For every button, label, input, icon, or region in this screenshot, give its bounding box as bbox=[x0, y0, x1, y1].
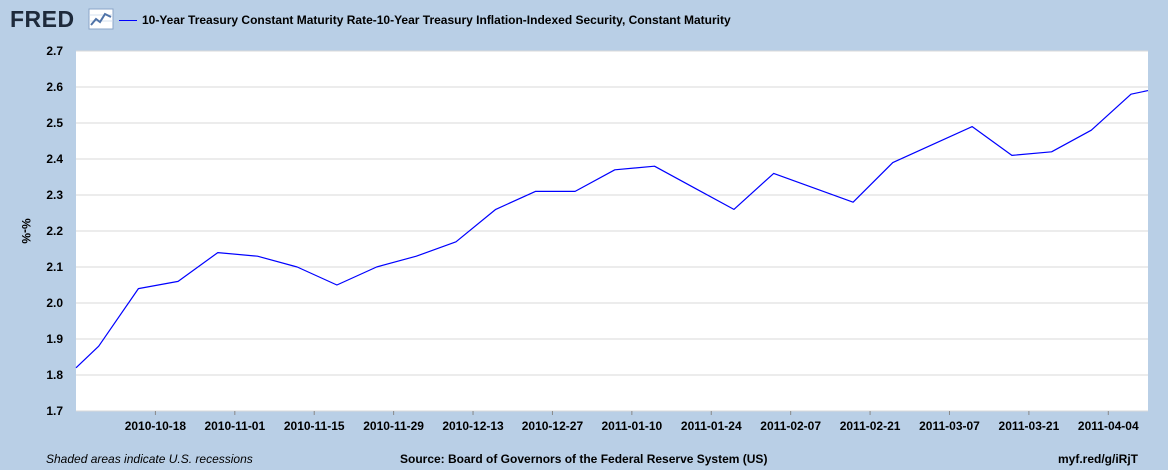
y-tick-label: 1.8 bbox=[46, 368, 63, 382]
data-point[interactable] bbox=[1128, 92, 1133, 97]
data-point[interactable] bbox=[652, 164, 657, 169]
x-tick-label: 2010-10-18 bbox=[125, 419, 187, 433]
y-tick-label: 2.4 bbox=[46, 152, 63, 166]
y-tick-label: 1.7 bbox=[46, 404, 63, 418]
data-point[interactable] bbox=[573, 189, 578, 194]
data-point[interactable] bbox=[930, 142, 935, 147]
line-chart-icon bbox=[88, 8, 114, 30]
x-tick-label: 2010-11-01 bbox=[204, 419, 265, 433]
x-tick-label: 2011-04-04 bbox=[1078, 419, 1139, 433]
data-point[interactable] bbox=[215, 250, 220, 255]
data-point[interactable] bbox=[374, 265, 379, 270]
data-point[interactable] bbox=[454, 239, 459, 244]
data-point[interactable] bbox=[533, 189, 538, 194]
y-tick-label: 2.6 bbox=[46, 80, 63, 94]
y-tick-label: 2.5 bbox=[46, 116, 63, 130]
recession-note: Shaded areas indicate U.S. recessions bbox=[46, 452, 253, 466]
x-axis-ticks: 2010-10-18 2010-11-01 2010-11-15 2010-11-29… bbox=[125, 411, 1139, 433]
data-point[interactable] bbox=[1146, 88, 1151, 93]
data-point[interactable] bbox=[136, 286, 141, 291]
data-point[interactable] bbox=[1009, 153, 1014, 158]
gridlines bbox=[76, 50, 1148, 412]
data-point[interactable] bbox=[334, 283, 339, 288]
y-tick-label: 2.1 bbox=[46, 260, 63, 274]
data-point[interactable] bbox=[74, 365, 79, 370]
data-point[interactable] bbox=[811, 185, 816, 190]
x-tick-label: 2011-02-07 bbox=[760, 419, 821, 433]
data-point[interactable] bbox=[851, 200, 856, 205]
data-point[interactable] bbox=[692, 185, 697, 190]
y-axis-label: %-% bbox=[19, 218, 33, 244]
fred-logo[interactable]: FRED bbox=[10, 6, 75, 32]
data-point[interactable] bbox=[731, 207, 736, 212]
x-tick-label: 2011-03-21 bbox=[999, 419, 1060, 433]
data-point[interactable] bbox=[771, 171, 776, 176]
y-tick-label: 2.0 bbox=[46, 296, 63, 310]
data-point[interactable] bbox=[1089, 128, 1094, 133]
data-point[interactable] bbox=[493, 207, 498, 212]
data-point[interactable] bbox=[970, 124, 975, 129]
data-point[interactable] bbox=[1049, 149, 1054, 154]
legend-swatch bbox=[119, 19, 137, 21]
y-tick-label: 2.7 bbox=[46, 44, 63, 58]
series-line[interactable] bbox=[75, 90, 1149, 369]
x-tick-label: 2010-11-29 bbox=[363, 419, 424, 433]
x-tick-label: 2010-12-13 bbox=[442, 419, 504, 433]
data-point[interactable] bbox=[295, 265, 300, 270]
x-tick-label: 2011-01-24 bbox=[681, 419, 742, 433]
y-tick-label: 2.3 bbox=[46, 188, 63, 202]
data-point[interactable] bbox=[96, 344, 101, 349]
y-tick-label: 2.2 bbox=[46, 224, 63, 238]
x-tick-label: 2011-01-10 bbox=[601, 419, 662, 433]
data-point[interactable] bbox=[176, 279, 181, 284]
y-axis-ticks: 1.7 1.8 1.9 2.0 2.1 2.2 2.3 2.4 2.5 2.6 2.7 bbox=[46, 44, 63, 418]
x-tick-label: 2010-12-27 bbox=[522, 419, 584, 433]
source-note: Source: Board of Governors of the Federa… bbox=[400, 452, 768, 466]
x-tick-label: 2011-03-07 bbox=[919, 419, 980, 433]
data-point[interactable] bbox=[414, 254, 419, 259]
data-point[interactable] bbox=[255, 254, 260, 259]
y-tick-label: 1.9 bbox=[46, 332, 63, 346]
short-link[interactable]: myf.red/g/iRjT bbox=[1058, 452, 1139, 466]
x-tick-label: 2010-11-15 bbox=[284, 419, 345, 433]
data-point[interactable] bbox=[890, 160, 895, 165]
data-point[interactable] bbox=[612, 167, 617, 172]
legend-label: 10-Year Treasury Constant Maturity Rate-… bbox=[142, 13, 731, 27]
x-tick-label: 2011-02-21 bbox=[840, 419, 901, 433]
chart-legend[interactable]: 10-Year Treasury Constant Maturity Rate-… bbox=[119, 12, 731, 28]
